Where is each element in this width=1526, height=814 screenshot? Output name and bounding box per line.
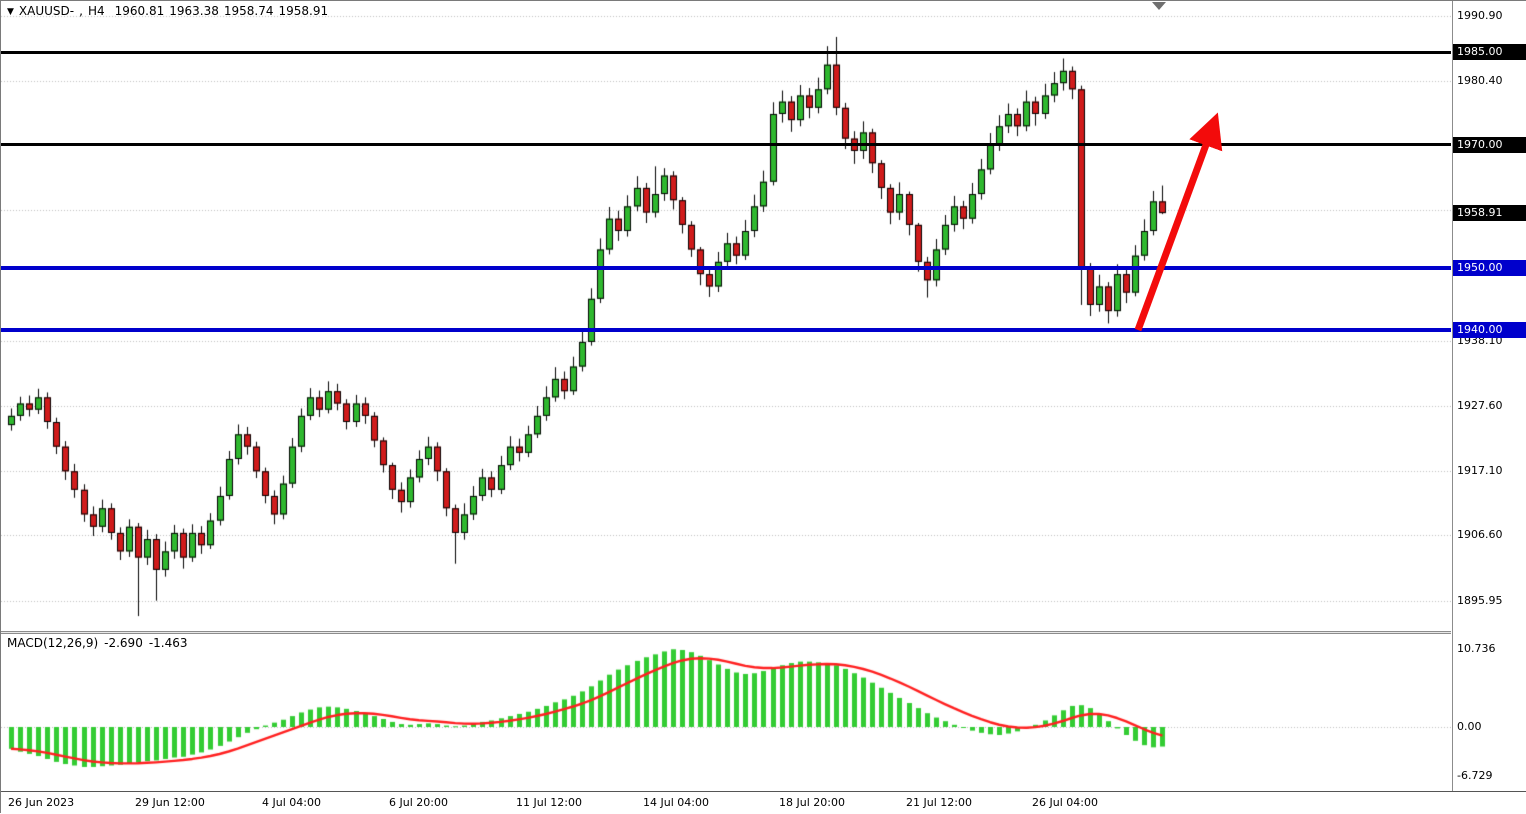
macd-tick-label: -6.729 [1457, 769, 1493, 782]
current-price-label: 1958.91 [1453, 205, 1526, 221]
time-tick-label: 26 Jul 04:00 [1032, 796, 1098, 809]
time-axis[interactable]: 26 Jun 2023 29 Jun 12:00 4 Jul 04:00 6 Jul … [1, 791, 1526, 814]
price-chart-canvas[interactable] [1, 1, 1451, 632]
symbol-label: XAUUSD-, H4 [18, 4, 105, 18]
symbol-marker-icon: ▼ [7, 7, 14, 17]
time-tick-label: 18 Jul 20:00 [779, 796, 845, 809]
time-tick-label: 29 Jun 12:00 [135, 796, 205, 809]
price-level-label-1950.00: 1950.00 [1453, 260, 1526, 276]
ohlc-close: 1958.91 [278, 4, 329, 18]
ohlc-high: 1963.38 [169, 4, 219, 18]
price-tick-label: 1895.95 [1457, 594, 1503, 607]
macd-tick-label: 0.00 [1457, 720, 1482, 733]
ohlc-info-bar: ▼ XAUUSD-, H4 1960.81 1963.38 1958.74 1958.91 [7, 4, 333, 18]
ohlc-open: 1960.81 [114, 4, 165, 18]
price-chart-pane: ▼ XAUUSD-, H4 1960.81 1963.38 1958.74 1958.91 [1, 1, 1451, 632]
macd-indicator-label: MACD(12,26,9) [7, 636, 99, 650]
time-tick-label: 26 Jun 2023 [8, 796, 75, 809]
price-tick-label: 1990.90 [1457, 9, 1503, 22]
ohlc-low: 1958.74 [223, 4, 274, 18]
trend-arrow[interactable] [1, 1, 1451, 632]
horizontal-line-1985.00[interactable] [1, 51, 1451, 54]
horizontal-line-1970.00[interactable] [1, 143, 1451, 146]
macd-tick-label: 10.736 [1457, 642, 1496, 655]
price-tick-label: 1980.40 [1457, 74, 1503, 87]
time-tick-label: 4 Jul 04:00 [262, 796, 321, 809]
time-tick-label: 11 Jul 12:00 [516, 796, 582, 809]
price-tick-label: 1917.10 [1457, 464, 1503, 477]
price-level-label-1940.00: 1940.00 [1453, 322, 1526, 338]
macd-info-bar: MACD(12,26,9) -2.690 -1.463 [7, 636, 194, 650]
macd-indicator-pane: MACD(12,26,9) -2.690 -1.463 [1, 634, 1451, 791]
time-tick-label: 6 Jul 20:00 [389, 796, 448, 809]
macd-main-value: -2.690 [104, 636, 143, 650]
price-level-label-1970.00: 1970.00 [1453, 137, 1526, 153]
macd-signal-value: -1.463 [148, 636, 188, 650]
horizontal-line-1940.00[interactable] [1, 328, 1451, 332]
price-level-label-1985.00: 1985.00 [1453, 44, 1526, 60]
price-tick-label: 1927.60 [1457, 399, 1503, 412]
price-tick-label: 1906.60 [1457, 528, 1503, 541]
time-tick-label: 21 Jul 12:00 [906, 796, 972, 809]
chart-shift-marker[interactable] [1152, 2, 1166, 10]
macd-chart-canvas[interactable] [1, 634, 1451, 791]
price-axis[interactable]: 1985.00 1970.00 1950.00 1940.00 1958.91 1990.… [1452, 1, 1526, 791]
pane-separator[interactable] [1, 632, 1451, 634]
time-tick-label: 14 Jul 04:00 [643, 796, 709, 809]
horizontal-line-1950.00[interactable] [1, 266, 1451, 270]
